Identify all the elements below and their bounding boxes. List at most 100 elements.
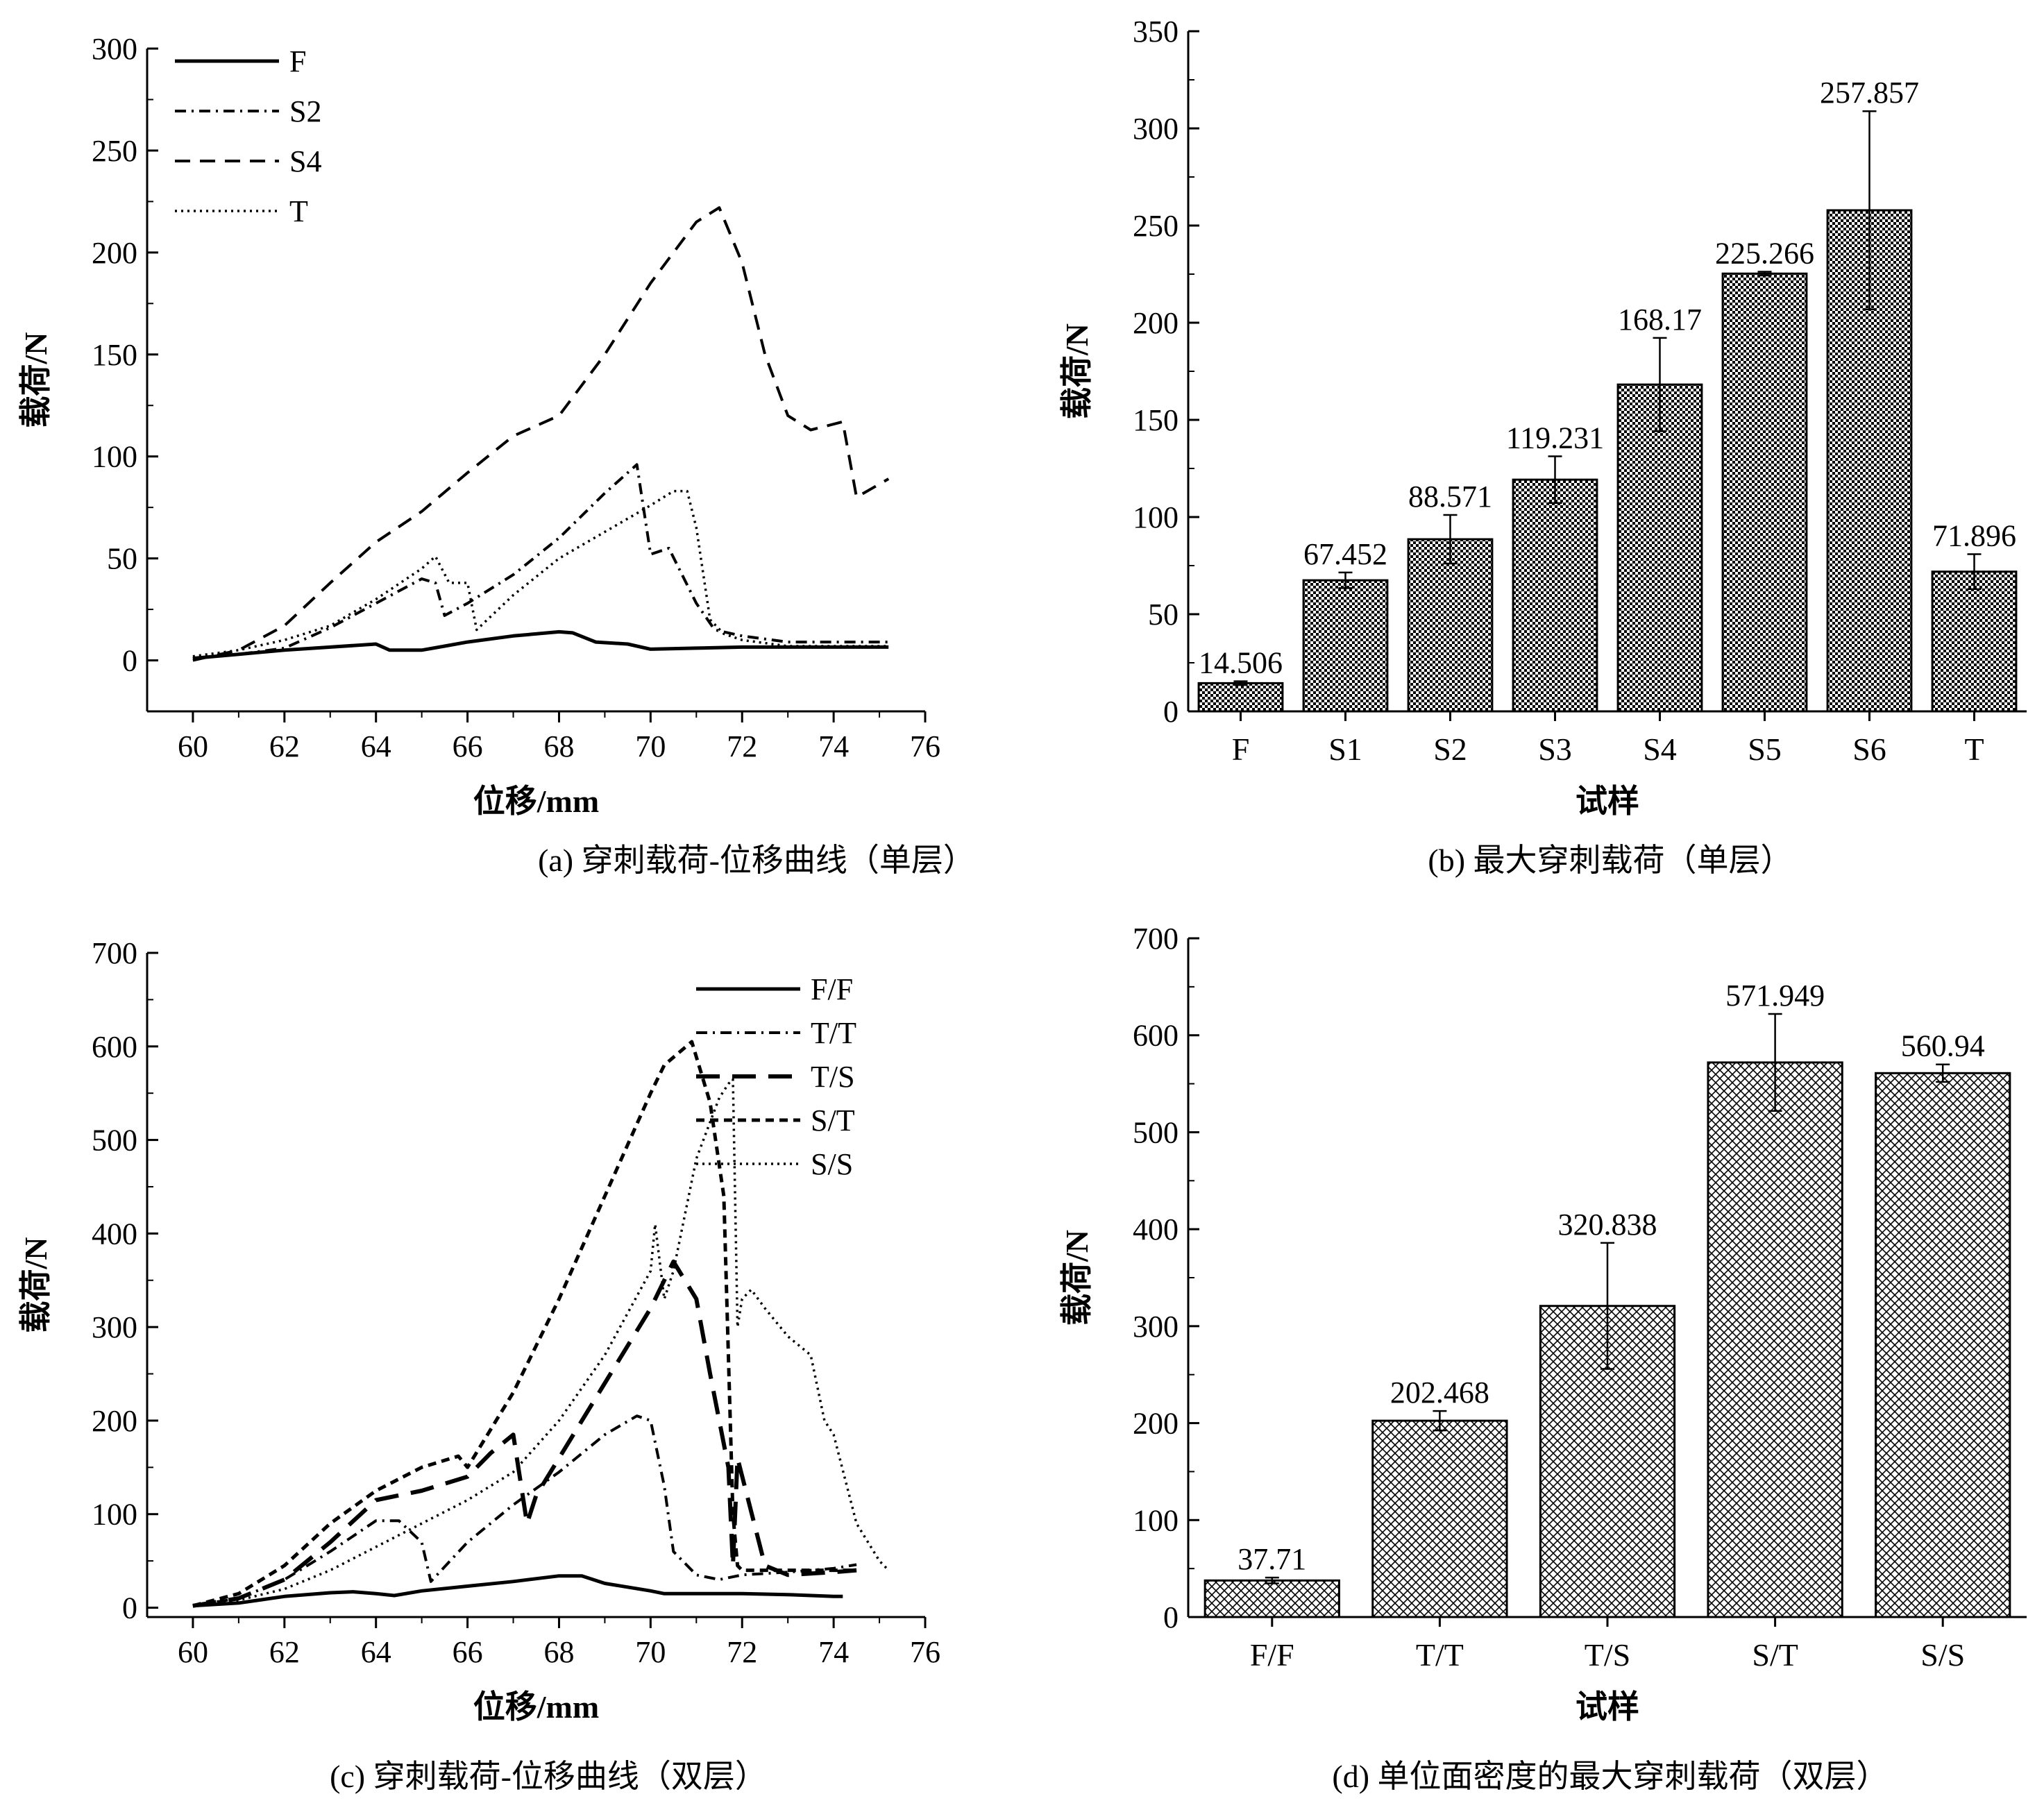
bar — [1407, 538, 1494, 713]
x-tick-label: 76 — [910, 1635, 940, 1669]
data-label: 119.231 — [1506, 421, 1604, 455]
y-tick-label: 600 — [1133, 1019, 1179, 1053]
x-tick-label: S/S — [1920, 1637, 1965, 1673]
panel-a-line-chart: 0 50 100 150 200 250 300 载荷/N 位移/mm (a) 穿刺载荷-位移曲线… — [18, 32, 975, 878]
bar — [1302, 579, 1389, 713]
x-tick-label: 64 — [361, 729, 391, 763]
panel-caption: (c) 穿刺载荷-位移曲线（双层） — [330, 1759, 767, 1794]
y-tick-label: 300 — [92, 1310, 137, 1344]
y-tick-label: 300 — [92, 32, 137, 66]
x-tick-label: 64 — [361, 1635, 391, 1669]
y-tick-label: 600 — [92, 1030, 137, 1064]
x-tick-label: 60 — [178, 729, 208, 763]
y-axis-label: 载荷/N — [1059, 1230, 1095, 1326]
y-axis-label: 载荷/N — [1059, 323, 1095, 419]
y-axis-label: 载荷/N — [18, 1237, 53, 1333]
y-tick-label: 400 — [92, 1217, 137, 1251]
panel-b-bar-chart: 0 50 100 150 200 250 300 350 载荷/N 试样 (b) 最大穿刺载荷（单层… — [1059, 15, 2027, 878]
y-tick-label: 200 — [1133, 306, 1179, 340]
x-tick-label: S4 — [1643, 731, 1677, 767]
y-tick-label: 700 — [1133, 922, 1179, 956]
legend-label: F — [289, 44, 306, 78]
x-tick-label: T/T — [1416, 1637, 1464, 1673]
bar — [1721, 272, 1808, 713]
series-line-s-s — [192, 1078, 890, 1607]
y-tick-label: 150 — [92, 338, 137, 372]
data-label: 202.468 — [1390, 1376, 1489, 1410]
y-axis-label: 载荷/N — [18, 332, 53, 428]
legend-label: S/S — [811, 1147, 853, 1181]
y-tick-label: 300 — [1133, 1310, 1179, 1344]
series-line-t-t — [192, 1414, 857, 1607]
y-tick-label: 0 — [122, 644, 137, 678]
panel-caption: (a) 穿刺载荷-位移曲线（单层） — [538, 843, 975, 878]
x-tick-label: 72 — [727, 729, 757, 763]
y-tick-label: 300 — [1133, 112, 1179, 146]
bar — [1875, 1072, 2011, 1618]
y-tick-label: 350 — [1133, 15, 1179, 49]
series-line-s2 — [192, 463, 889, 660]
series-line-t — [192, 489, 889, 658]
bar — [1616, 383, 1703, 713]
x-tick-label: 66 — [453, 1635, 483, 1669]
data-label: 88.571 — [1408, 480, 1492, 514]
x-tick-label: S/T — [1752, 1637, 1798, 1673]
x-tick-label: S2 — [1433, 731, 1467, 767]
x-tick-label: S1 — [1328, 731, 1362, 767]
panel-c-line-chart: 0 100 200 300 400 500 600 700 载荷/N 位移/mm (c) 穿刺载荷-… — [18, 936, 940, 1794]
y-tick-label: 0 — [1163, 695, 1179, 729]
x-tick-label: 72 — [727, 1635, 757, 1669]
x-tick-label: 74 — [818, 729, 849, 763]
bar — [1931, 570, 2018, 713]
data-label: 168.17 — [1618, 303, 1702, 337]
x-tick-label: F — [1232, 731, 1250, 767]
bar — [1371, 1419, 1508, 1618]
data-label: 257.857 — [1820, 76, 1919, 110]
y-tick-label: 100 — [1133, 500, 1179, 534]
series-line-f-f — [192, 1574, 843, 1608]
x-tick-label: 68 — [543, 1635, 574, 1669]
legend-label: S2 — [289, 94, 321, 128]
x-tick-label: T — [1964, 731, 1984, 767]
legend-label: T/T — [811, 1016, 856, 1050]
x-tick-label: 70 — [635, 729, 666, 763]
bar — [1512, 478, 1598, 713]
legend-label: F/F — [811, 972, 853, 1006]
data-label: 560.94 — [1901, 1029, 1985, 1063]
data-label: 37.71 — [1238, 1542, 1306, 1576]
x-tick-label: 74 — [818, 1635, 849, 1669]
x-tick-label: 62 — [269, 729, 300, 763]
series-line-f — [192, 629, 889, 661]
y-tick-label: 700 — [92, 936, 137, 970]
legend-label: S4 — [289, 144, 321, 178]
x-tick-label: S5 — [1748, 731, 1782, 767]
y-tick-label: 150 — [1133, 403, 1179, 437]
y-tick-label: 200 — [92, 236, 137, 270]
x-tick-label: S6 — [1852, 731, 1886, 767]
y-tick-label: 250 — [92, 134, 137, 168]
y-tick-label: 50 — [1148, 598, 1179, 632]
y-tick-label: 100 — [1133, 1503, 1179, 1537]
x-tick-label: 70 — [635, 1635, 666, 1669]
series-line-t-s — [192, 1259, 857, 1608]
x-tick-label: 66 — [453, 729, 483, 763]
x-tick-label: S3 — [1538, 731, 1572, 767]
bar — [1707, 1061, 1843, 1618]
panel-caption: (d) 单位面密度的最大穿刺载荷（双层） — [1332, 1759, 1888, 1794]
panel-caption: (b) 最大穿刺载荷（单层） — [1428, 843, 1792, 878]
x-axis-label: 试样 — [1576, 784, 1639, 819]
series-line-s-t — [192, 1040, 857, 1608]
y-tick-label: 50 — [107, 542, 137, 576]
legend-label: T/S — [811, 1060, 855, 1094]
bar — [1197, 682, 1284, 713]
series-line-s4 — [192, 206, 890, 662]
y-tick-label: 0 — [122, 1591, 137, 1625]
data-label: 71.896 — [1932, 518, 2016, 552]
y-tick-label: 250 — [1133, 209, 1179, 243]
x-tick-label: 76 — [910, 729, 940, 763]
x-axis-label: 位移/mm — [473, 784, 599, 819]
legend-label: T — [289, 194, 308, 228]
x-tick-label: T/S — [1585, 1637, 1630, 1673]
panel-d-bar-chart: 0 100 200 300 400 500 600 700 载荷/N 试样 (d) 单位面密度的最大… — [1059, 922, 2027, 1794]
